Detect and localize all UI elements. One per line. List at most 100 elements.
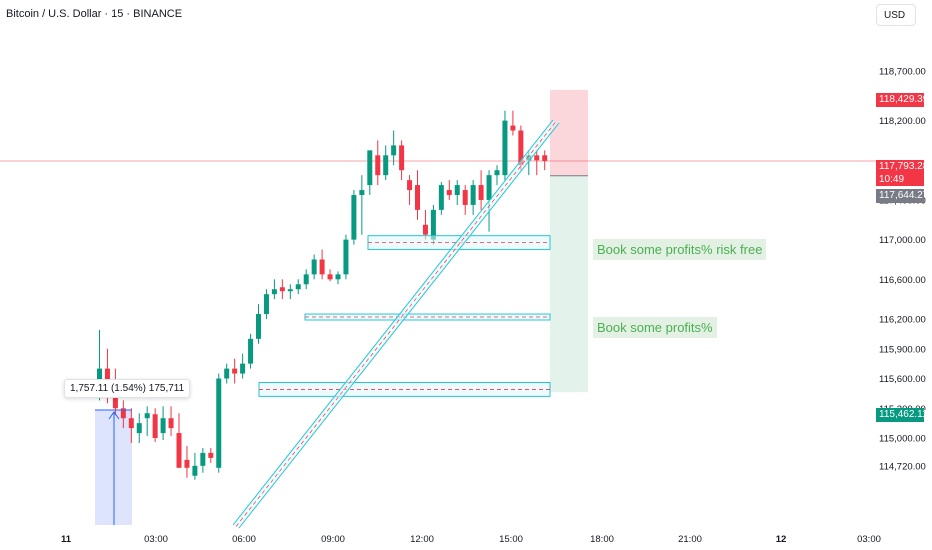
candle-body-30 <box>335 274 341 280</box>
candle-40 <box>415 170 420 220</box>
candle-body-9 <box>168 418 174 429</box>
candle-body-41 <box>422 224 428 235</box>
candle-39 <box>407 175 413 205</box>
candle-body-56 <box>542 155 548 161</box>
x-axis-tick-2: 06:00 <box>232 534 256 545</box>
candle-body-55 <box>534 155 540 161</box>
candle-body-43 <box>438 185 444 210</box>
candle-body-6 <box>144 413 150 419</box>
candle-27 <box>311 254 317 280</box>
candle-body-24 <box>287 289 293 292</box>
candle-body-33 <box>359 190 365 195</box>
candle-body-49 <box>486 175 492 200</box>
candle-body-14 <box>208 452 214 458</box>
candle-body-48 <box>478 185 484 200</box>
candle-body-10 <box>176 433 182 468</box>
candle-29 <box>327 269 333 282</box>
candle-37 <box>391 130 397 166</box>
candle-body-35 <box>375 155 381 176</box>
candle-body-27 <box>311 259 317 275</box>
trendline-upper[interactable] <box>232 119 554 526</box>
candle-body-40 <box>415 185 420 210</box>
candle-41 <box>422 209 428 240</box>
stop-loss-zone[interactable] <box>550 89 588 176</box>
note-book-profits[interactable]: Book some profits% <box>593 317 717 338</box>
candle-body-11 <box>184 459 190 468</box>
x-axis-tick-7: 21:00 <box>678 534 702 545</box>
y-axis-tick-0: 118,700.00 <box>879 67 926 78</box>
candle-body-44 <box>446 190 452 195</box>
symbol-title[interactable]: Bitcoin / U.S. Dollar · 15 · BINANCE <box>6 8 183 20</box>
candle-body-52 <box>510 125 516 131</box>
x-axis-tick-5: 15:00 <box>499 534 523 545</box>
candle-50 <box>494 165 500 186</box>
note-risk-free[interactable]: Book some profits% risk free <box>593 239 767 260</box>
measure-arrow-head <box>108 411 120 420</box>
candle-52 <box>510 110 516 136</box>
candle-24 <box>287 284 293 300</box>
candle-body-28 <box>319 259 325 275</box>
candle-48 <box>478 170 484 210</box>
candle-4 <box>128 408 134 443</box>
candle-13 <box>200 447 206 473</box>
x-axis-tick-0: 11 <box>61 534 72 545</box>
take-profit-zone[interactable] <box>550 175 588 393</box>
drawings-foreground-layer <box>95 119 560 529</box>
candle-body-25 <box>295 284 301 290</box>
candle-26 <box>303 269 309 290</box>
x-axis-tick-1: 03:00 <box>144 534 168 545</box>
currency-button[interactable]: USD <box>876 4 916 26</box>
candle-body-29 <box>327 274 333 280</box>
candle-body-34 <box>367 150 373 186</box>
trendline-fill <box>233 120 559 528</box>
candle-7 <box>152 408 158 443</box>
candle-body-46 <box>462 190 468 205</box>
stop-price-badge: 118,429.39 <box>876 93 928 107</box>
candle-body-2 <box>112 393 118 409</box>
candle-body-0 <box>97 368 102 383</box>
candle-35 <box>375 140 381 186</box>
y-axis-tick-10: 114,720.00 <box>879 461 926 472</box>
candle-body-39 <box>407 180 413 191</box>
candle-body-51 <box>502 120 508 176</box>
candle-44 <box>446 180 452 200</box>
candle-body-38 <box>399 145 405 171</box>
y-axis-tick-1: 118,200.00 <box>879 116 926 127</box>
candle-body-4 <box>128 418 134 429</box>
axes-layer: 118,700.00118,200.00117,400.00117,000.00… <box>0 67 926 545</box>
measure-label: 1,757.11 (1.54%) 175,711 <box>64 379 191 398</box>
candle-3 <box>120 400 126 429</box>
target-price-badge: 115,462.11 <box>876 408 928 422</box>
current-price-badge: 117,793.28 <box>876 160 928 173</box>
candle-body-13 <box>200 452 206 466</box>
candle-55 <box>534 150 540 176</box>
y-axis-tick-9: 115,000.00 <box>879 434 926 445</box>
x-axis-tick-8: 12 <box>776 534 787 545</box>
candle-45 <box>454 180 460 205</box>
candle-11 <box>184 445 190 478</box>
y-axis-tick-6: 115,900.00 <box>879 344 926 355</box>
candle-33 <box>359 175 365 235</box>
trendline-lower[interactable] <box>238 122 560 529</box>
candle-17 <box>232 358 238 384</box>
candle-body-50 <box>494 170 500 176</box>
candle-body-31 <box>343 239 349 275</box>
candle-38 <box>399 140 405 181</box>
candle-body-15 <box>216 378 222 468</box>
x-axis-tick-9: 03:00 <box>857 534 881 545</box>
candle-body-32 <box>351 195 357 240</box>
candle-16 <box>224 363 230 384</box>
candle-15 <box>216 373 222 473</box>
candle-46 <box>462 185 468 215</box>
candle-body-3 <box>120 408 126 419</box>
candle-body-42 <box>430 209 436 240</box>
entry-price-badge: 117,644.27 <box>876 189 928 203</box>
candle-body-22 <box>271 289 277 295</box>
candle-6 <box>144 406 150 437</box>
candle-20 <box>256 304 261 344</box>
x-axis-tick-4: 12:00 <box>410 534 434 545</box>
candle-10 <box>176 413 182 468</box>
y-axis-tick-3: 117,000.00 <box>879 235 926 246</box>
x-axis-tick-3: 09:00 <box>321 534 345 545</box>
